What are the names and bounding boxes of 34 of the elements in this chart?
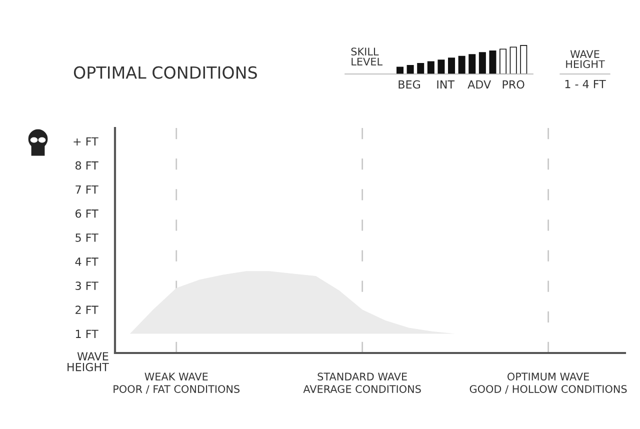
bar [396, 66, 404, 74]
text: ADV [468, 80, 492, 88]
bar [500, 48, 507, 74]
y-tick-label: + FT [74, 137, 98, 146]
text: 1 - 4 FT [565, 80, 606, 88]
y-tick-label: 5 FT [76, 234, 98, 242]
y-axis-title: WAVE HEIGHT [68, 352, 109, 372]
y-tick-label: 3 FT [76, 282, 98, 290]
bar [448, 58, 456, 74]
text: WAVE HEIGHT [566, 50, 605, 68]
y-tick-label: 7 FT [76, 185, 98, 194]
bar [458, 56, 466, 74]
y-tick-label: 4 FT [75, 258, 98, 266]
bar [427, 61, 434, 74]
x-tick-label: WEAK WAVE POOR / FAT CONDITIONS [114, 372, 240, 394]
bar [510, 46, 517, 74]
bar [520, 45, 528, 74]
bar [478, 52, 486, 74]
bar [406, 65, 414, 74]
bar [489, 50, 496, 74]
x-tick-label: OPTIMUM WAVE GOOD / HOLLOW CONDITIONS [470, 372, 627, 394]
text: INT [437, 80, 455, 88]
bar [438, 60, 445, 74]
text: BEG [398, 80, 420, 89]
x-tick-label: STANDARD WAVE AVERAGE CONDITIONS [303, 372, 421, 393]
y-tick-label: 2 FT [76, 306, 98, 314]
y-axis-title: SKILL LEVEL [351, 48, 382, 66]
bar [417, 63, 424, 74]
chart-title: OPTIMAL CONDITIONS [74, 66, 257, 79]
y-tick-label: 8 FT [76, 161, 98, 170]
y-tick-label: 6 FT [76, 209, 98, 218]
text: PRO [502, 80, 524, 89]
y-tick-label: 1 FT [76, 330, 98, 338]
bar [468, 54, 476, 74]
